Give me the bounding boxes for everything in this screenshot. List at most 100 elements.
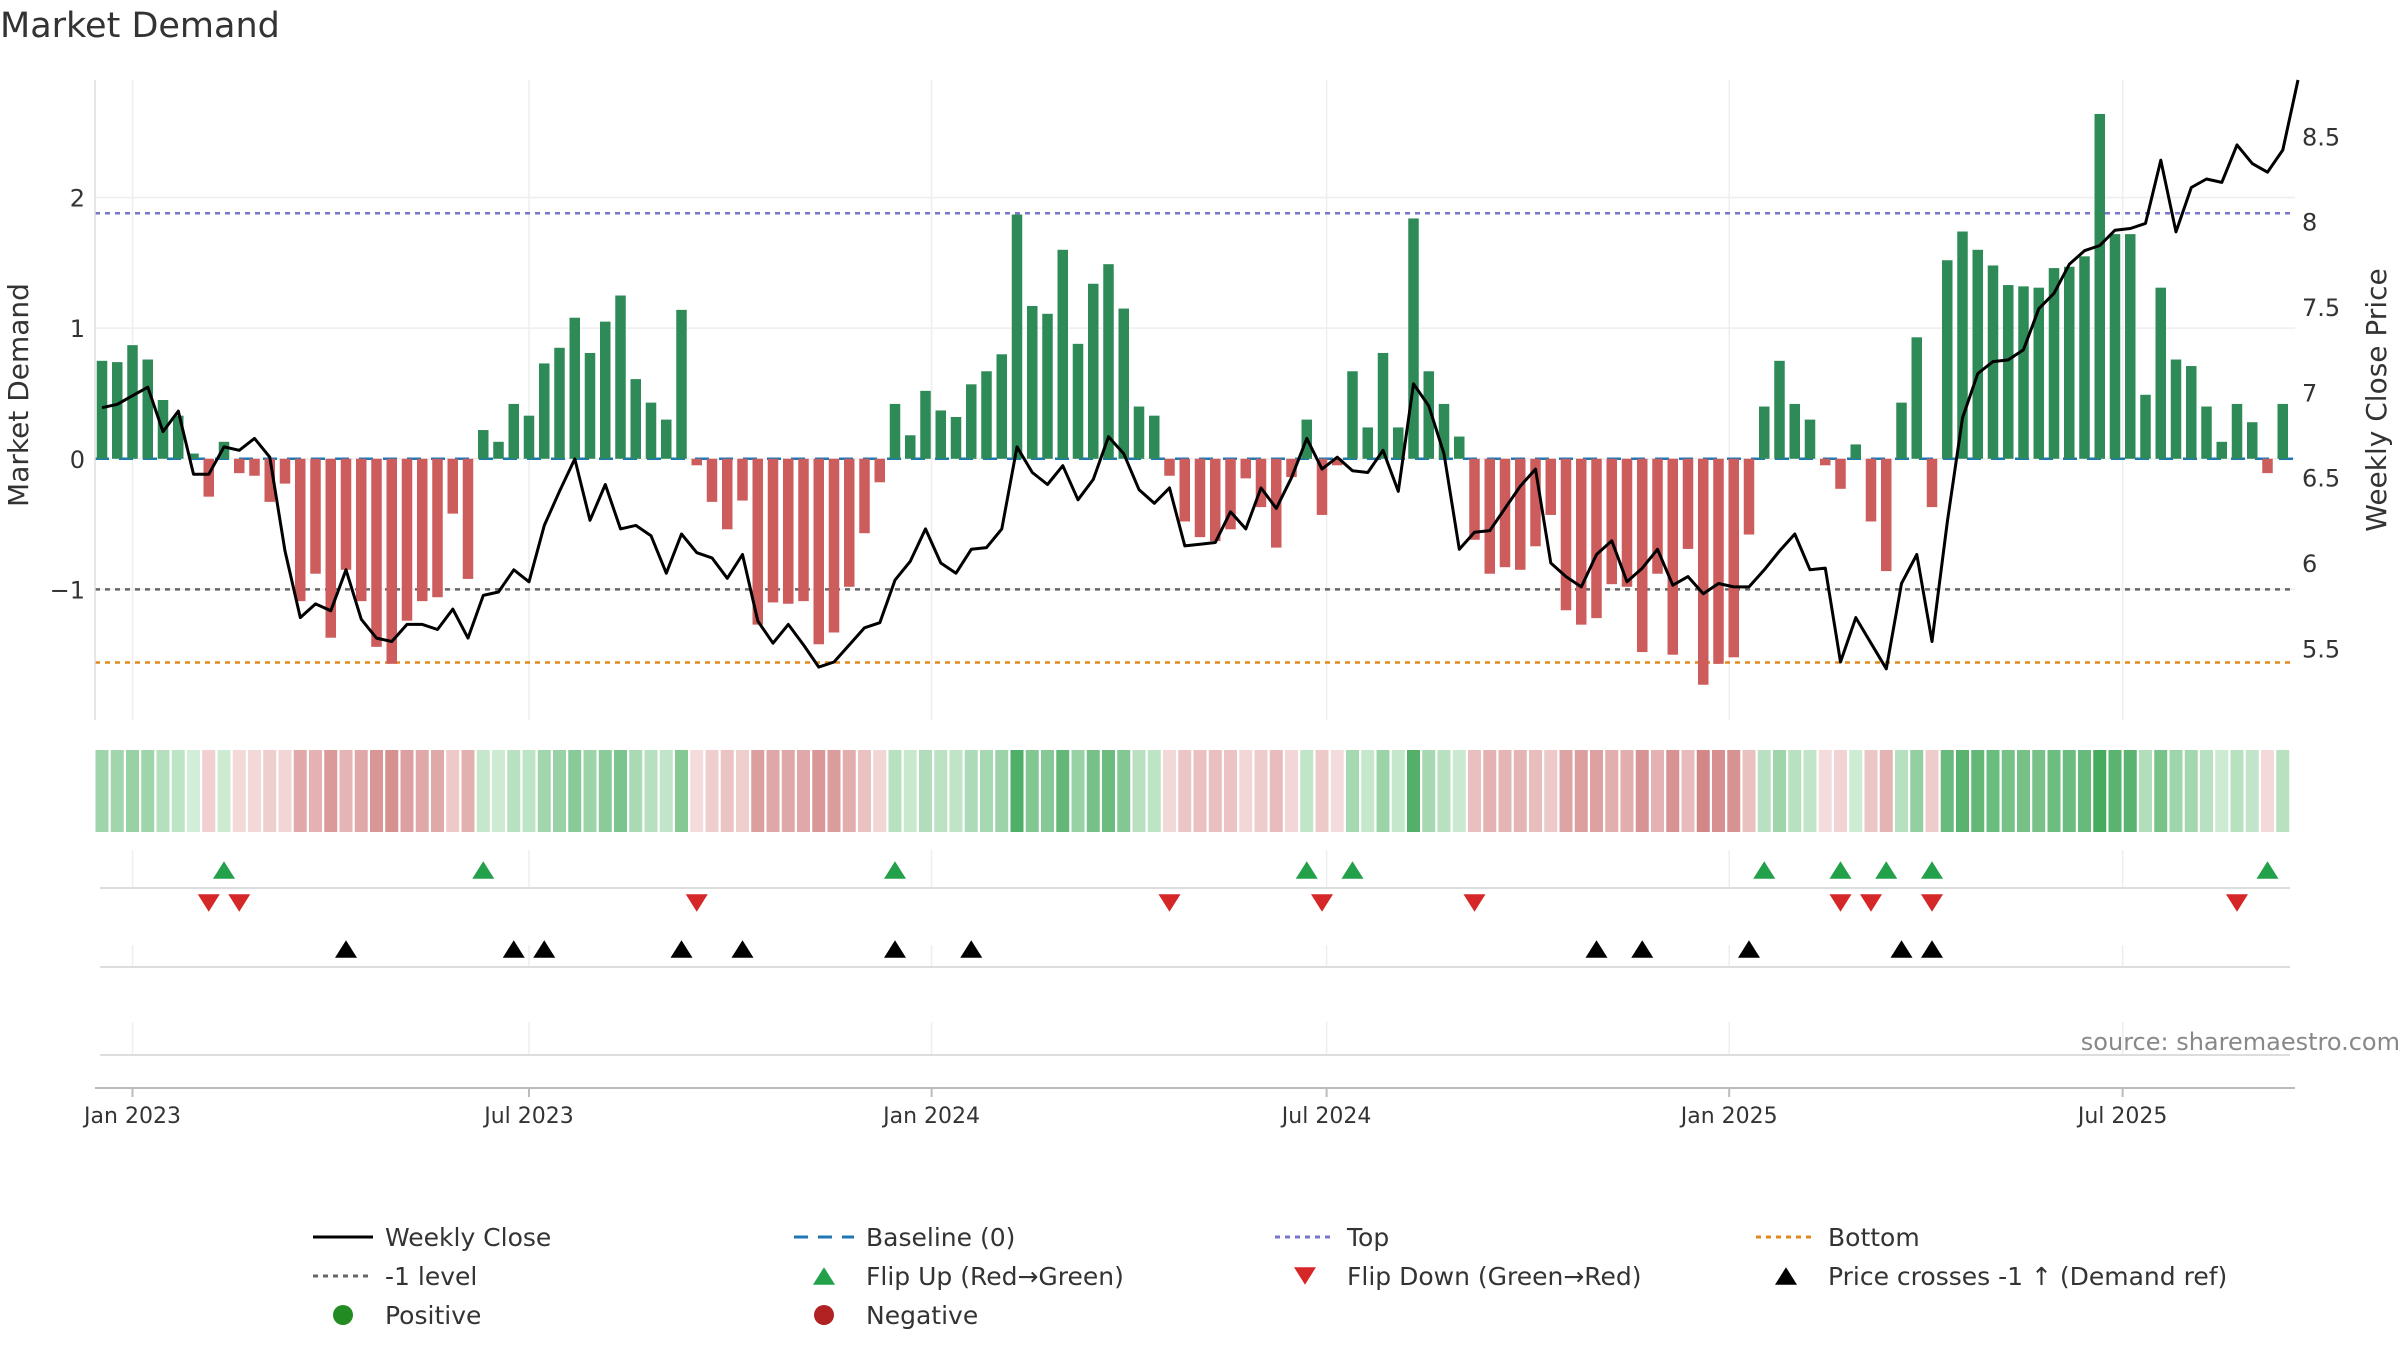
demand-bar — [1194, 458, 1206, 538]
heat-cell — [1834, 750, 1847, 832]
heat-cell — [1910, 750, 1924, 832]
demand-bar — [1377, 352, 1389, 459]
legend-swatch — [814, 1305, 834, 1325]
demand-bar — [2048, 268, 2060, 459]
demand-bar — [1759, 406, 1770, 459]
demand-bar — [2247, 422, 2258, 459]
demand-bar — [1072, 343, 1084, 459]
legend-label: Flip Up (Red→Green) — [866, 1262, 1124, 1291]
flip-down-marker — [228, 894, 251, 912]
demand-bars — [96, 113, 2288, 685]
price-cross-marker — [731, 940, 754, 958]
demand-bar — [1423, 371, 1434, 459]
heat-cell — [339, 750, 353, 832]
heat-cell — [1391, 750, 1405, 832]
heat-cell — [1330, 750, 1344, 832]
demand-bar — [1728, 458, 1739, 658]
price-cross-marker — [502, 940, 525, 958]
price-cross-marker — [1585, 940, 1608, 958]
y-tick-label: 1 — [70, 315, 85, 343]
demand-bar — [1042, 313, 1053, 459]
heat-cell — [187, 750, 200, 832]
demand-bar — [1652, 458, 1663, 574]
heat-cell — [110, 750, 124, 832]
heat-cell — [1178, 750, 1192, 832]
heat-cell — [1086, 750, 1100, 832]
heat-cell — [1803, 750, 1817, 832]
heat-cell — [1681, 750, 1695, 832]
demand-bar — [127, 345, 138, 459]
demand-bar — [1103, 264, 1114, 459]
y2-tick-label: 8.5 — [2302, 123, 2340, 151]
demand-bar — [417, 458, 428, 602]
legend-item: Top — [1275, 1223, 1389, 1252]
heat-cell — [446, 750, 460, 832]
demand-bar — [859, 458, 870, 534]
demand-bar — [966, 384, 977, 459]
heat-cell — [1025, 750, 1039, 832]
heat-cell — [690, 750, 704, 832]
heat-cell — [1666, 750, 1680, 832]
heat-cell — [2093, 750, 2107, 832]
axes: 2 1 0 −1 8.5 8 7.5 7 6.5 6 5.5 — [50, 80, 2340, 720]
demand-bar — [2140, 394, 2151, 459]
demand-bar — [1820, 458, 1831, 466]
demand-bar — [1560, 458, 1572, 611]
heat-cell — [1361, 750, 1375, 832]
demand-bar — [935, 410, 946, 459]
heat-cell — [1742, 750, 1756, 832]
heat-cell — [1041, 750, 1054, 832]
x-tick-label: Jan 2023 — [82, 1104, 181, 1129]
y2-tick-label: 6 — [2302, 550, 2317, 578]
y-tick-label: −1 — [50, 576, 85, 604]
demand-bar — [386, 458, 397, 664]
demand-bar — [310, 458, 321, 574]
demand-bar — [722, 458, 733, 530]
flip-up-marker — [213, 861, 235, 879]
demand-bar — [1957, 231, 1968, 459]
chart-title: Market Demand — [0, 6, 280, 46]
heat-cell — [232, 750, 246, 832]
heat-cell — [934, 750, 948, 832]
demand-bar — [2155, 287, 2166, 459]
demand-bar — [554, 347, 565, 459]
legend-label: Baseline (0) — [866, 1223, 1015, 1252]
demand-bar — [1149, 415, 1160, 459]
heat-cell — [431, 750, 444, 832]
flip-up-marker — [1875, 861, 1898, 879]
price-cross-marker — [884, 940, 906, 958]
x-axis: Jan 2023 Jul 2023 Jan 2024 Jul 2024 Jan 2025… — [82, 1087, 2295, 1129]
heat-cell — [156, 750, 170, 832]
heat-cell — [126, 750, 139, 832]
heat-cell — [492, 750, 505, 832]
demand-bar — [1972, 249, 1983, 459]
demand-bar — [264, 458, 275, 502]
demand-bar — [1804, 419, 1816, 459]
demand-bar — [920, 390, 931, 459]
demand-bar — [1713, 458, 1724, 664]
demand-bar — [371, 458, 382, 647]
demand-bar — [173, 415, 184, 459]
flip-down-marker — [197, 894, 220, 912]
price-cross-marker — [960, 940, 983, 958]
demand-bar — [630, 379, 641, 459]
heat-cell — [95, 750, 109, 832]
demand-bar — [615, 295, 626, 459]
demand-bar — [1393, 427, 1404, 459]
legend-item: Baseline (0) — [794, 1223, 1015, 1252]
legend-label: Price crosses -1 ↑ (Demand ref) — [1828, 1262, 2227, 1291]
demand-bar — [523, 415, 535, 459]
y2-axis-label: Weekly Close Price — [2360, 268, 2393, 531]
heat-cell — [781, 750, 795, 832]
flip-down-marker — [685, 894, 708, 912]
demand-bar — [2201, 406, 2212, 459]
heat-cell — [354, 750, 368, 832]
price-cross-marker — [670, 940, 693, 958]
demand-bar — [2109, 234, 2121, 459]
heat-cell — [2001, 750, 2015, 832]
demand-bar — [813, 458, 824, 645]
heat-cell — [1971, 750, 1985, 832]
heat-cell — [1163, 750, 1176, 832]
demand-bar — [1286, 458, 1297, 478]
